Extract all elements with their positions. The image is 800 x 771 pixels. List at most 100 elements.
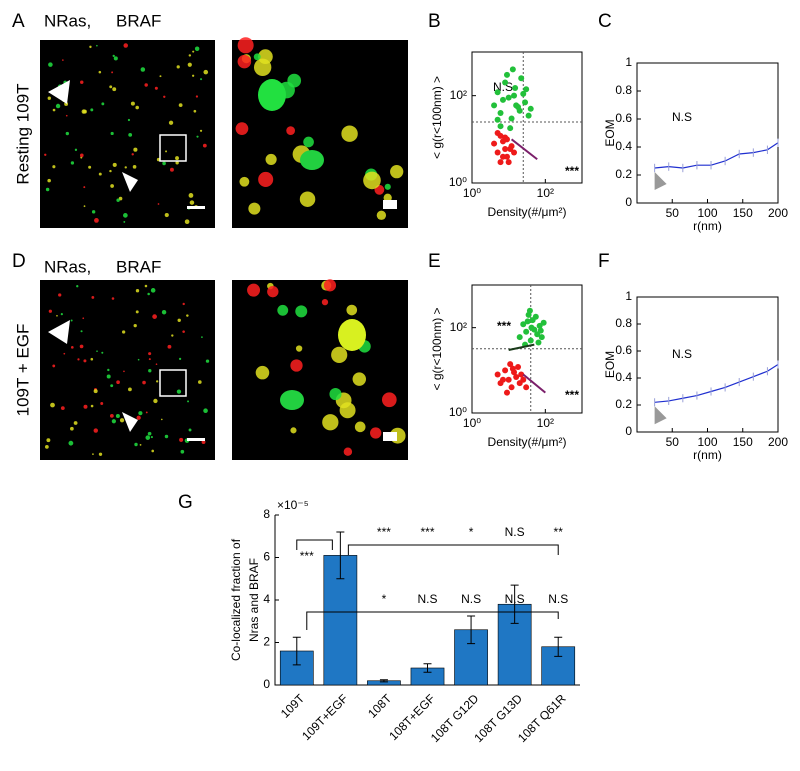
y-tick-label: 0.2 [615,397,632,411]
point [497,159,504,166]
spot [144,284,148,288]
spot [286,126,295,135]
spot [62,59,64,61]
spot [168,120,174,125]
point [520,321,527,328]
spot [110,131,114,136]
spot [107,368,110,372]
spot [55,103,61,109]
spot [277,304,289,316]
point [511,92,518,99]
spot [253,53,261,61]
spot [65,114,68,117]
y-tick-label: 2 [263,635,270,649]
spot [70,319,73,322]
spot [77,358,80,361]
point [502,146,509,153]
trend-line [522,373,546,394]
y-tick-label: 10⁰ [449,405,467,419]
spot [200,78,203,81]
x-axis-label: Density(#/μm²) [488,205,567,219]
point [526,307,533,314]
spot [48,309,52,313]
axis-frame [471,51,583,184]
y-tick-label: 0.6 [615,343,632,357]
spot [123,370,125,373]
spot [295,305,308,318]
annotation: *** [565,164,579,178]
y-tick-label: 10⁰ [449,175,467,189]
arrowhead [122,172,138,192]
y-tick-label: 0 [263,677,270,691]
significance: *** [420,525,434,539]
spot [290,427,297,434]
y-tick-label: 10² [450,88,467,102]
spot [139,443,142,446]
spot [142,380,146,385]
spot [140,67,146,72]
stain-label: BRAF [116,11,161,30]
error-bar [292,636,301,666]
spot [258,171,274,187]
spot [381,392,397,408]
y-axis-label: EOM [603,351,617,378]
spot [164,434,169,439]
panel-label: B [428,11,441,32]
significance: N.S [505,592,525,606]
scale-bar [187,206,205,209]
x-tick-label: 50 [666,435,680,449]
spot [159,75,162,78]
x-tick-label: 100 [697,435,717,449]
spot [189,200,195,205]
marker-arrow [654,406,667,425]
spot [44,153,47,156]
point [532,313,539,320]
arrowhead [48,80,70,104]
micrograph [40,280,215,460]
spot [346,304,358,316]
spot [203,69,209,75]
y-tick-label: 0.8 [615,316,632,330]
spot [45,187,50,192]
spot [152,314,157,319]
spot [156,380,159,383]
spot [83,404,88,409]
spot [100,402,104,405]
spot [248,202,261,215]
point [525,112,532,119]
exponent-label: ×10⁻⁵ [277,498,309,512]
error-bar [467,615,476,645]
y-tick-label: 0.4 [615,370,632,384]
spot [109,85,113,89]
spot [323,279,337,292]
spot [343,447,353,456]
point [502,134,509,141]
point [502,79,509,86]
spot [171,334,174,337]
x-axis-label: r(nm) [693,219,722,233]
spot [47,178,51,183]
x-tick-label: 10⁰ [463,186,481,200]
point [513,102,520,109]
y-tick-label: 6 [263,550,270,564]
spot [151,449,155,453]
point [494,116,501,123]
spot [130,101,135,106]
spot [258,49,273,65]
spot [116,380,120,385]
spot [109,169,112,173]
line [654,142,779,169]
point [507,146,514,153]
spot [52,364,56,368]
panel-label: E [428,251,441,272]
spot [135,105,139,110]
point [505,94,512,101]
point [535,339,542,346]
spot [247,283,261,297]
spot [98,172,102,176]
spot [90,357,94,361]
spot [82,317,85,320]
panel-label: F [598,251,610,272]
spot [83,205,86,208]
spot [96,44,98,47]
